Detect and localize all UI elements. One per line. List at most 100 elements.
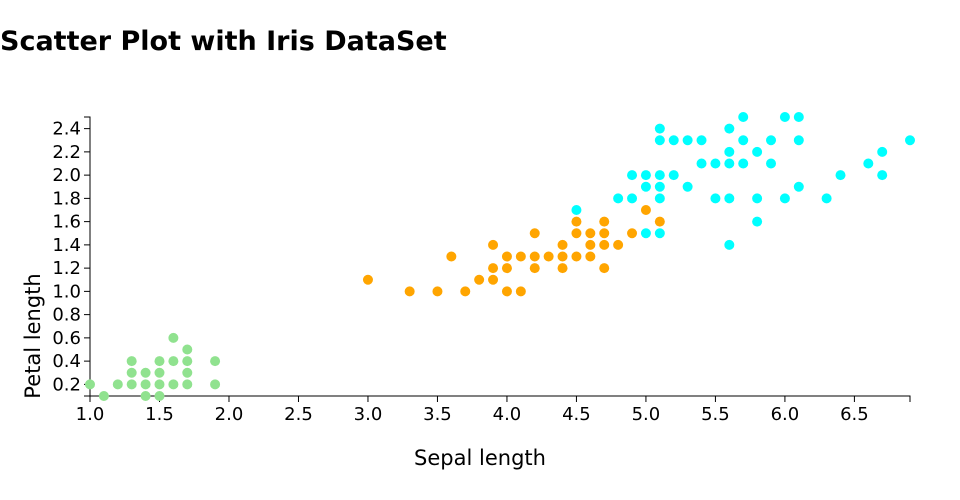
y-axis: 0.20.40.60.8 1.01.21.41.6 1.82.02.22.4 <box>52 116 91 397</box>
data-point <box>182 356 193 367</box>
y-tick-label: 1.6 <box>52 212 81 233</box>
data-point <box>98 391 109 401</box>
data-point <box>752 146 763 157</box>
data-point <box>863 158 874 169</box>
data-point <box>585 239 596 250</box>
data-point <box>627 170 638 181</box>
data-point <box>488 263 499 274</box>
data-point <box>140 379 151 390</box>
data-point <box>515 286 526 297</box>
y-tick-label: 1.2 <box>52 258 81 279</box>
data-point <box>154 367 165 378</box>
data-point <box>460 286 471 297</box>
data-point <box>585 228 596 239</box>
x-axis-line <box>89 395 911 402</box>
data-point <box>182 344 193 355</box>
data-point <box>682 181 693 192</box>
data-point <box>126 356 137 367</box>
data-point <box>696 135 707 146</box>
data-point <box>877 170 888 181</box>
x-tick-label: 4.0 <box>493 404 522 425</box>
data-point <box>654 170 665 181</box>
y-axis-line <box>84 116 91 397</box>
data-point <box>654 123 665 134</box>
data-point <box>654 216 665 227</box>
data-point <box>613 193 624 204</box>
data-point <box>613 239 624 250</box>
data-point <box>585 251 596 262</box>
data-point <box>501 286 512 297</box>
data-point <box>752 193 763 204</box>
y-tick-label: 1.4 <box>52 235 81 256</box>
data-point <box>599 239 610 250</box>
x-tick-label: 1.0 <box>76 404 105 425</box>
data-point <box>488 239 499 250</box>
data-point <box>640 228 651 239</box>
data-point <box>724 193 735 204</box>
data-point <box>446 251 457 262</box>
data-point <box>654 193 665 204</box>
x-axis: 1.0 1.5 2.0 2.5 3.0 3.5 4.0 4.5 5.0 5.5 6.0 6.5 <box>76 395 911 425</box>
data-point <box>724 146 735 157</box>
x-tick-label: 1.5 <box>145 404 174 425</box>
data-point <box>793 135 804 146</box>
data-point <box>168 379 179 390</box>
data-point <box>779 112 790 122</box>
y-tick-label: 0.6 <box>52 328 81 349</box>
data-point <box>543 251 554 262</box>
data-point <box>640 205 651 215</box>
y-axis-title: Petal length <box>21 273 45 398</box>
data-point <box>779 193 790 204</box>
x-tick-label: 2.5 <box>284 404 313 425</box>
data-point <box>627 193 638 204</box>
data-point <box>654 181 665 192</box>
data-point <box>668 135 679 146</box>
data-point <box>599 216 610 227</box>
data-point <box>488 274 499 285</box>
data-point <box>140 367 151 378</box>
data-point <box>557 239 568 250</box>
data-point <box>571 205 582 215</box>
data-point <box>599 263 610 274</box>
data-point <box>682 135 693 146</box>
data-point <box>724 239 735 250</box>
data-point <box>724 158 735 169</box>
data-point <box>654 135 665 146</box>
data-point <box>738 135 749 146</box>
x-tick-label: 3.5 <box>423 404 452 425</box>
data-point <box>182 367 193 378</box>
y-tick-label: 0.2 <box>52 374 81 395</box>
data-point <box>515 251 526 262</box>
data-point <box>557 263 568 274</box>
data-point <box>640 170 651 181</box>
x-tick-label: 4.5 <box>562 404 591 425</box>
data-point <box>112 379 123 390</box>
x-tick-label: 3.0 <box>354 404 383 425</box>
data-point <box>432 286 443 297</box>
data-point <box>793 112 804 122</box>
x-axis-title: Sepal length <box>414 446 546 470</box>
chart-title: Scatter Plot with Iris DataSet <box>0 26 447 57</box>
data-point <box>210 356 221 367</box>
y-tick-label: 1.0 <box>52 281 81 302</box>
data-point <box>182 379 193 390</box>
x-tick-label: 5.5 <box>701 404 730 425</box>
data-point <box>140 391 151 401</box>
data-point <box>501 251 512 262</box>
data-point <box>126 379 137 390</box>
data-point <box>710 193 721 204</box>
data-point <box>571 228 582 239</box>
data-point <box>571 216 582 227</box>
data-point <box>501 263 512 274</box>
data-point <box>557 251 568 262</box>
data-point <box>752 216 763 227</box>
y-tick-label: 2.0 <box>52 165 81 186</box>
data-point <box>154 379 165 390</box>
data-point <box>474 274 485 285</box>
data-point <box>654 228 665 239</box>
x-tick-label: 2.0 <box>215 404 244 425</box>
y-tick-label: 2.4 <box>52 119 81 140</box>
data-point <box>905 135 915 146</box>
data-point <box>210 379 221 390</box>
x-tick-label: 5.0 <box>632 404 661 425</box>
